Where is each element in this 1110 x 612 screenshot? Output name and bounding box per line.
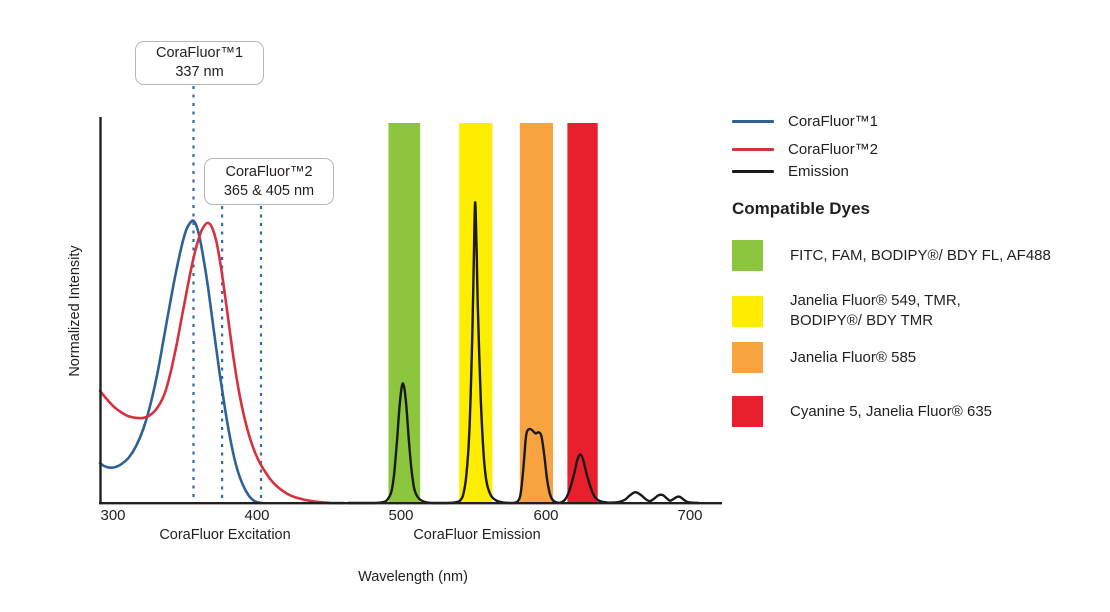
x-section-label-excitation: CoraFluor Excitation	[159, 527, 291, 543]
x-tick-label: 700	[677, 507, 703, 524]
dye-row-yellow: Janelia Fluor® 549, TMR, BODIPY®/ BDY TM…	[732, 291, 1110, 331]
callout-corafluor1-name: CoraFluor™1	[155, 45, 244, 61]
dye-color-swatch	[732, 295, 763, 327]
legend-line-swatch	[732, 119, 774, 123]
dye-label: FITC, FAM, BODIPY®/ BDY FL, AF488	[790, 246, 1051, 264]
x-tick-label: 600	[533, 507, 559, 524]
dye-row-red: Cyanine 5, Janelia Fluor® 635	[732, 396, 1110, 427]
dye-label: Janelia Fluor® 549, TMR, BODIPY®/ BDY TM…	[790, 292, 961, 329]
dye-label: Janelia Fluor® 585	[790, 348, 917, 366]
legend-entry-label: Emission	[788, 162, 849, 180]
callout-corafluor2-name: CoraFluor™2	[225, 163, 313, 180]
dye-row-green: FITC, FAM, BODIPY®/ BDY FL, AF488	[732, 240, 1110, 271]
emission-band	[459, 123, 493, 503]
y-axis-title: Normalized Intensity	[67, 245, 83, 377]
compatible-dyes-heading: Compatible Dyes	[732, 199, 870, 218]
dye-color-swatch	[732, 240, 763, 271]
x-tick-label: 400	[244, 507, 270, 524]
callout-corafluor2-nm: 365 & 405 nm	[223, 182, 315, 199]
spectrum-curve-corafluor2	[98, 221, 346, 505]
legend-line-swatch	[732, 169, 774, 173]
dye-color-swatch	[732, 396, 763, 427]
legend-line-swatch	[732, 147, 774, 151]
emission-band	[567, 123, 598, 503]
legend-entry-label: CoraFluor™2	[788, 140, 879, 158]
spectrum-curve-corafluor1	[98, 219, 263, 505]
callout-corafluor1-nm: 337 nm	[175, 64, 224, 80]
x-tick-label: 300	[100, 507, 126, 524]
emission-band	[388, 123, 421, 503]
legend-entry-label: CoraFluor™1	[788, 112, 879, 130]
x-tick-label: 500	[388, 507, 414, 524]
legend-entry-emission: Emission	[732, 161, 849, 181]
legend-panel: CoraFluor™1 CoraFluor™2 Emission Compati…	[732, 0, 1110, 612]
x-axis-title: Wavelength (nm)	[358, 569, 468, 585]
legend-entry-corafluor2: CoraFluor™2	[732, 139, 878, 159]
emission-band	[519, 123, 553, 503]
legend-entry-corafluor1: CoraFluor™1	[732, 111, 878, 131]
dye-color-swatch	[732, 342, 763, 373]
callout-corafluor1: CoraFluor™1 337 nm	[135, 41, 264, 85]
x-section-label-emission: CoraFluor Emission	[413, 527, 541, 543]
dye-label: Cyanine 5, Janelia Fluor® 635	[790, 402, 993, 420]
spectrum-curve-emission	[346, 201, 700, 505]
callout-corafluor2: CoraFluor™2 365 & 405 nm	[204, 158, 334, 205]
dye-row-orange: Janelia Fluor® 585	[732, 342, 1110, 373]
